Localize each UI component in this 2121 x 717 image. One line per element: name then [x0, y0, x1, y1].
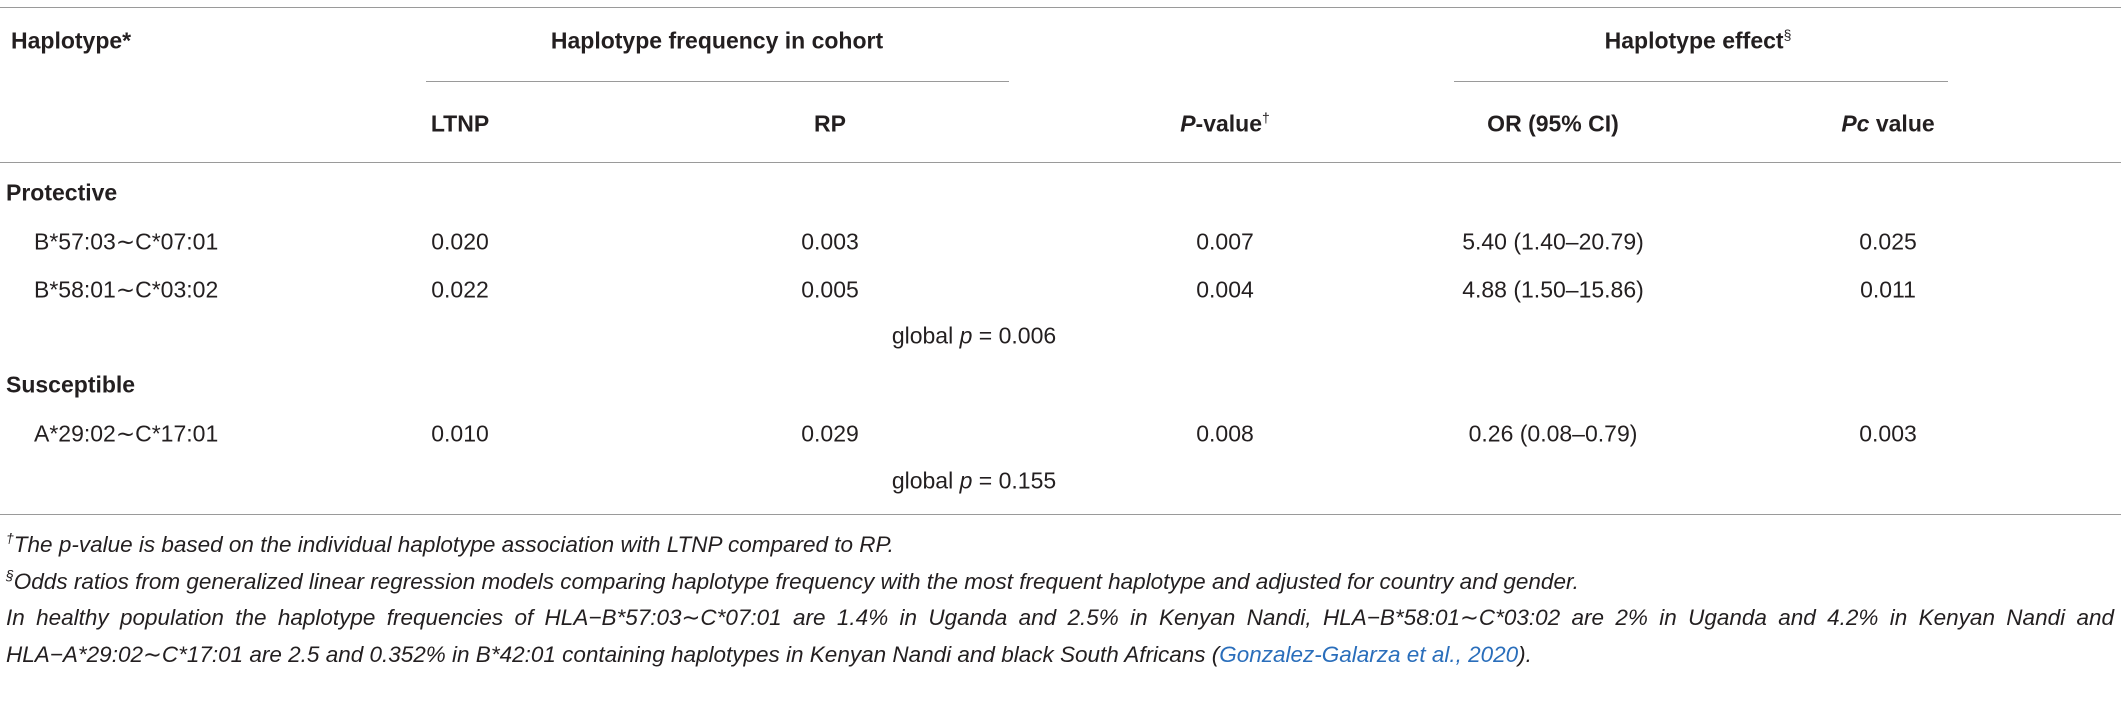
bottom-rule [0, 514, 2121, 515]
cell: 0.005 [801, 276, 859, 302]
column-header: P-value† [1180, 111, 1270, 138]
group-label: Susceptible [6, 371, 136, 398]
footnote-mark: † [6, 530, 14, 546]
italic-part: p [959, 467, 973, 493]
cell: 0.26 (0.08–0.79) [1468, 420, 1638, 447]
cell: 0.004 [1196, 276, 1254, 302]
footnote: †The p-value is based on the individual … [6, 527, 2114, 564]
column-header: Pc value [1841, 111, 1934, 138]
footnote-text: The p-value is based on the individual h… [13, 532, 894, 557]
italic-part: P [1180, 110, 1196, 137]
cell: 0.003 [1859, 420, 1917, 447]
haplotype: B*58:01∼C*03:02 [34, 276, 219, 302]
text-part: OR (95% CI) [1487, 110, 1619, 137]
italic-part: Pc [1841, 110, 1870, 137]
cell: 0.007 [1196, 228, 1254, 255]
column-header: RP [814, 111, 846, 138]
global-p: global p = 0.006 [892, 323, 1056, 350]
text-part: Haplotype effect [1604, 27, 1784, 54]
cell: 0.025 [1859, 228, 1917, 255]
text-part: RP [814, 110, 846, 137]
superscript: † [1262, 109, 1270, 126]
group-label: Protective [6, 179, 118, 206]
footnote-mark: § [6, 567, 14, 583]
text-part: -value [1195, 110, 1263, 137]
group-header: Haplotype effect§ [1605, 28, 1792, 55]
cell: 5.40 (1.40–20.79) [1462, 228, 1644, 255]
column-header: LTNP [431, 111, 489, 138]
cell: 0.008 [1196, 420, 1254, 447]
italic-part: p [959, 322, 973, 349]
citation[interactable]: Gonzalez-Galarza et al., 2020 [1219, 641, 1519, 667]
footnote-text: Odds ratios from generalized linear regr… [13, 569, 1579, 594]
group-rule [426, 81, 1009, 82]
cell: 0.011 [1860, 276, 1916, 302]
cell: 4.88 (1.50–15.86) [1462, 276, 1644, 302]
superscript: § [1783, 26, 1792, 43]
cell: 0.003 [801, 228, 859, 255]
group-header: Haplotype frequency in cohort [551, 28, 883, 55]
text-part: global [891, 467, 954, 493]
text-part: Haplotype frequency in cohort [550, 27, 884, 54]
haplotype: B*57:03∼C*07:01 [34, 228, 219, 255]
column-header: OR (95% CI) [1487, 111, 1619, 138]
note: In healthy population the haplotype freq… [6, 600, 2114, 673]
haplotype: A*29:02∼C*17:01 [34, 420, 219, 447]
text-part: LTNP [430, 110, 490, 137]
note-end: ). [1518, 641, 1532, 667]
header-rule [0, 162, 2121, 163]
top-rule [0, 7, 2121, 8]
cell: 0.022 [431, 276, 489, 302]
stub-header: Haplotype* [11, 27, 132, 54]
text-part: value [1875, 110, 1935, 137]
text-part: = 0.006 [978, 322, 1057, 349]
cell: 0.029 [801, 420, 859, 447]
text-part: global [891, 322, 954, 349]
cell: 0.010 [431, 420, 489, 447]
cell: 0.020 [431, 228, 489, 255]
text-part: = 0.155 [978, 467, 1057, 493]
group-rule [1454, 81, 1948, 82]
global-p: global p = 0.155 [892, 467, 1056, 494]
note-text: In healthy population the haplotype freq… [6, 605, 2114, 667]
footnote: §Odds ratios from generalized linear reg… [6, 564, 2114, 601]
